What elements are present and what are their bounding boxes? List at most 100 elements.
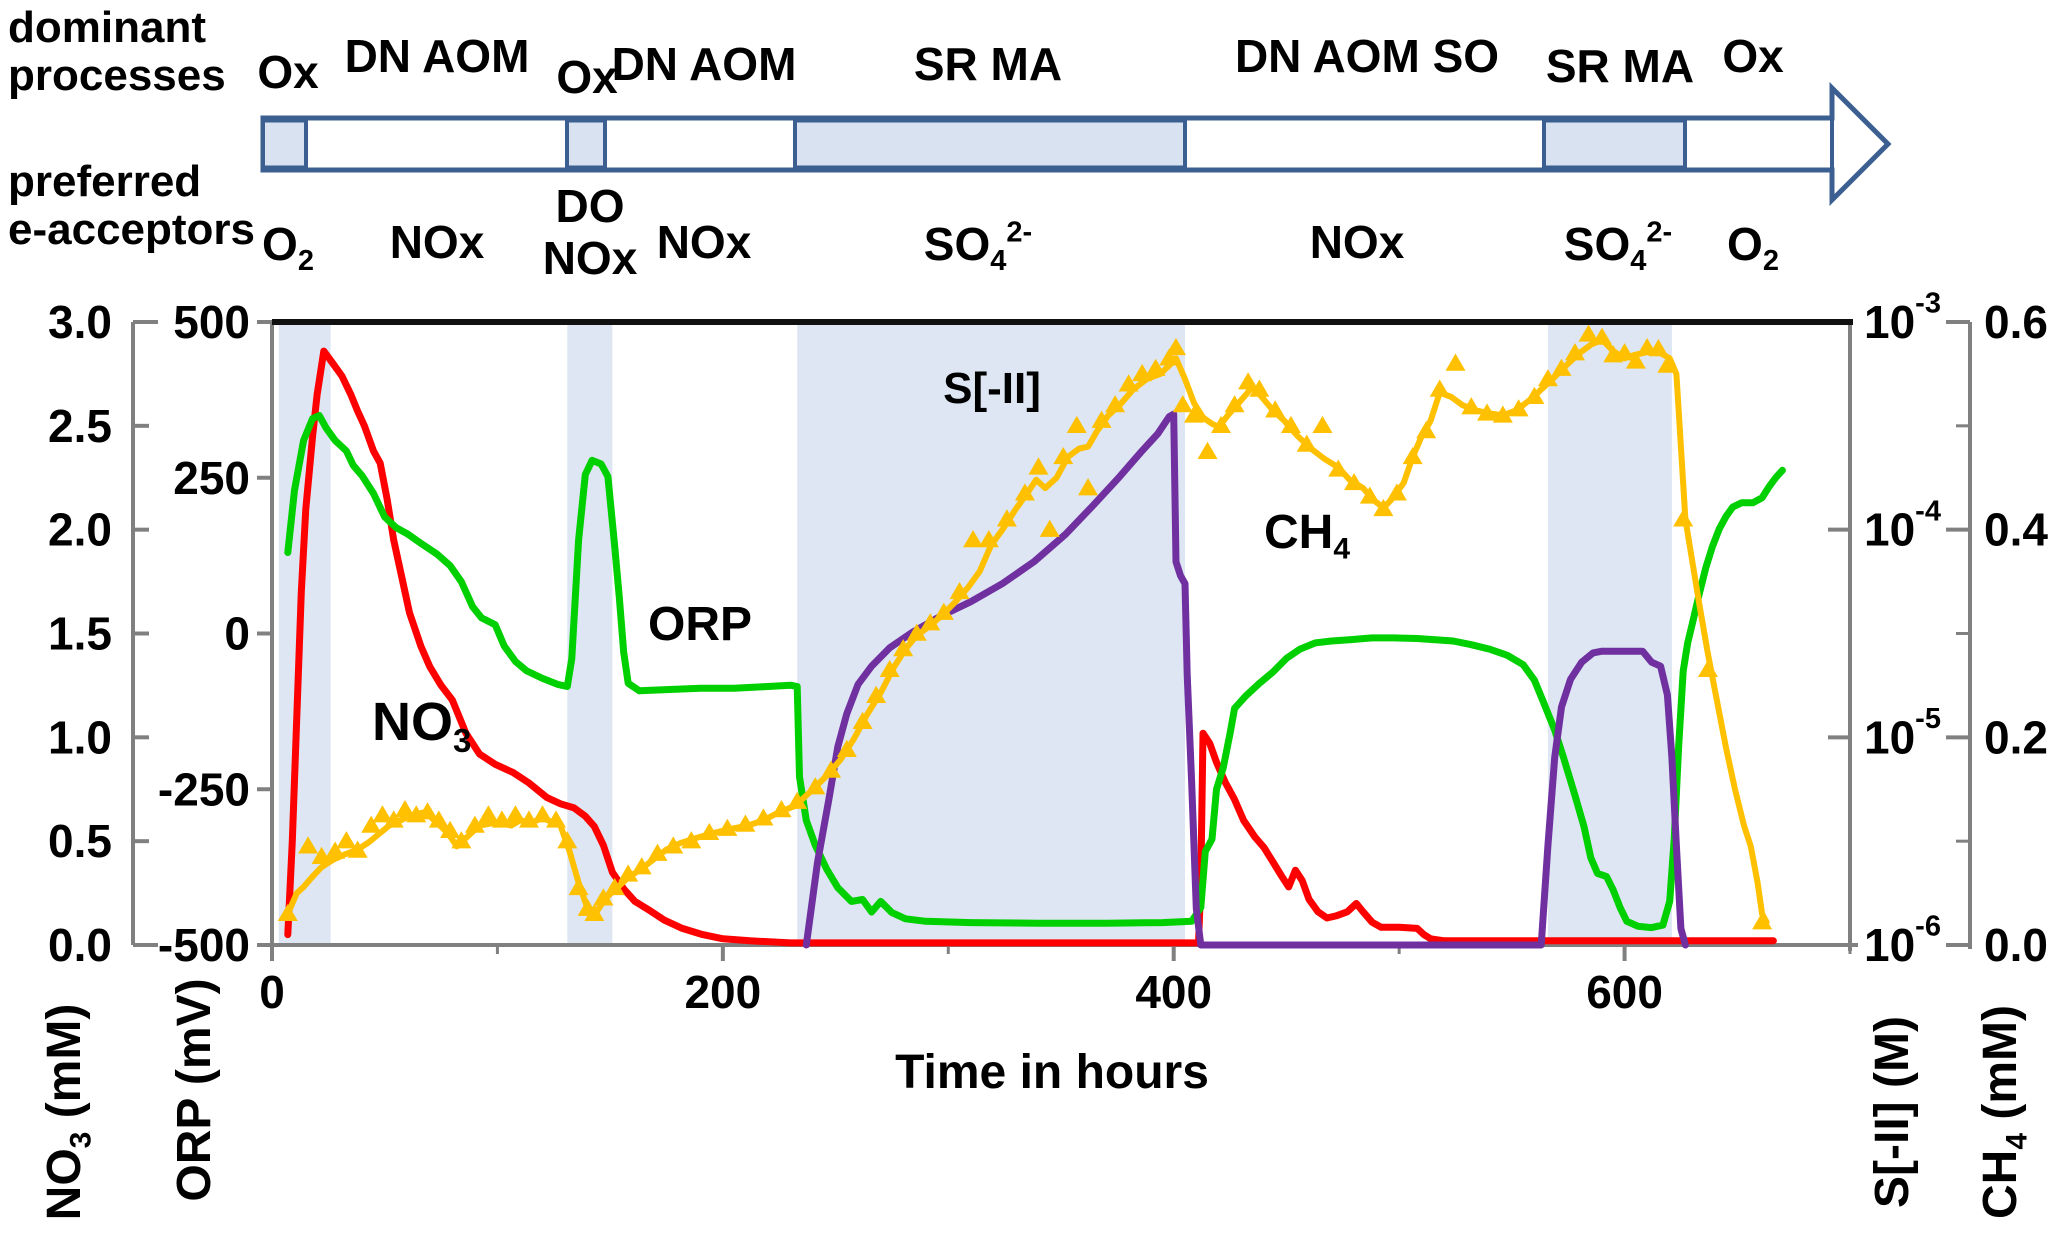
series-marker-CH4 bbox=[1172, 395, 1193, 413]
series-marker-CH4 bbox=[1648, 338, 1669, 357]
no3-tick-label-1.0: 1.0 bbox=[48, 711, 112, 763]
series-marker-CH4 bbox=[604, 877, 625, 896]
series-marker-CH4 bbox=[933, 602, 954, 620]
no3-tick-label-2.5: 2.5 bbox=[48, 400, 112, 452]
series-marker-CH4 bbox=[647, 843, 668, 861]
series-marker-CH4 bbox=[325, 841, 346, 859]
ch4-tick-label-0.0: 0.0 bbox=[1984, 919, 2048, 971]
series-marker-CH4 bbox=[417, 802, 438, 820]
header-subtitle-line2: e-acceptors bbox=[8, 205, 255, 254]
no3-tick-label-2.0: 2.0 bbox=[48, 504, 112, 556]
series-marker-CH4 bbox=[464, 815, 485, 833]
acceptor-label-8: O2 bbox=[1727, 218, 1779, 277]
series-marker-CH4 bbox=[771, 800, 792, 818]
header-subtitle-line1: preferred bbox=[8, 157, 201, 206]
series-marker-CH4 bbox=[866, 685, 887, 703]
series-marker-CH4 bbox=[836, 739, 857, 757]
series-line-S[-II] bbox=[802, 410, 1689, 949]
series-marker-CH4 bbox=[681, 831, 702, 849]
series-marker-CH4 bbox=[920, 613, 941, 631]
series-marker-CH4 bbox=[1416, 421, 1437, 439]
acceptor-label-2: DO bbox=[556, 180, 625, 232]
series-marker-CH4 bbox=[440, 820, 461, 838]
no3-tick-label-0.5: 0.5 bbox=[48, 815, 112, 867]
anoxic-oxic-band-2 bbox=[797, 322, 1185, 945]
orp-tick-label-500: 500 bbox=[173, 296, 250, 348]
series-marker-CH4 bbox=[699, 822, 720, 841]
process-label-6: SR MA bbox=[1546, 40, 1694, 92]
series-marker-CH4 bbox=[1614, 343, 1635, 361]
series-marker-CH4 bbox=[717, 818, 738, 836]
process-label-2: Ox bbox=[556, 51, 618, 103]
series-marker-CH4 bbox=[546, 810, 567, 828]
x-tick-label-600: 600 bbox=[1586, 966, 1663, 1018]
series-marker-CH4 bbox=[584, 903, 605, 922]
series-marker-CH4 bbox=[978, 530, 999, 548]
series-marker-CH4 bbox=[1014, 483, 1035, 501]
series-marker-CH4 bbox=[518, 810, 539, 828]
series-marker-CH4 bbox=[1445, 353, 1466, 371]
series-marker-CH4 bbox=[618, 864, 639, 882]
series-marker-CH4 bbox=[1132, 363, 1153, 382]
series-marker-CH4 bbox=[491, 810, 512, 828]
series-marker-CH4 bbox=[478, 805, 499, 823]
series-marker-CH4 bbox=[753, 808, 774, 826]
series-marker-CH4 bbox=[1625, 351, 1646, 369]
series-marker-CH4 bbox=[1359, 486, 1380, 504]
series-marker-CH4 bbox=[949, 581, 970, 600]
no3-tick-label-3.0: 3.0 bbox=[48, 296, 112, 348]
header-title-line2: processes bbox=[8, 51, 226, 100]
series-marker-CH4 bbox=[1537, 369, 1558, 387]
series-marker-CH4 bbox=[1145, 358, 1166, 376]
s-tick-label-10e-4: 10-4 bbox=[1864, 495, 1941, 555]
series-marker-CH4 bbox=[1249, 379, 1270, 397]
acceptor-label-3: NOx bbox=[543, 232, 638, 284]
series-marker-CH4 bbox=[906, 623, 927, 641]
header-title-line1: dominant bbox=[8, 3, 206, 52]
series-marker-CH4 bbox=[1312, 415, 1333, 434]
series-marker-CH4 bbox=[852, 711, 873, 729]
s-tick-label-10e-5: 10-5 bbox=[1864, 703, 1941, 763]
series-marker-CH4 bbox=[1238, 372, 1259, 390]
series-marker-CH4 bbox=[361, 815, 382, 833]
series-marker-CH4 bbox=[1402, 446, 1423, 465]
series-marker-CH4 bbox=[593, 888, 614, 906]
series-marker-CH4 bbox=[1091, 410, 1112, 428]
series-marker-CH4 bbox=[1265, 400, 1286, 418]
series-line-ORP bbox=[284, 412, 1786, 932]
series-marker-CH4 bbox=[821, 760, 842, 778]
x-axis-title: Time in hours bbox=[895, 1046, 1209, 1099]
series-marker-CH4 bbox=[1344, 472, 1365, 491]
series-marker-CH4 bbox=[1078, 478, 1099, 496]
series-marker-CH4 bbox=[1697, 659, 1718, 678]
series-marker-CH4 bbox=[451, 831, 472, 849]
series-marker-CH4 bbox=[1066, 415, 1087, 434]
series-marker-CH4 bbox=[1752, 912, 1773, 930]
series-marker-CH4 bbox=[963, 530, 984, 548]
series-marker-CH4 bbox=[1328, 459, 1349, 477]
series-marker-CH4 bbox=[532, 805, 553, 823]
no3-axis-title: NO3 (mM) bbox=[38, 1004, 98, 1221]
arrow-shaded-segment-3 bbox=[1542, 118, 1687, 170]
series-marker-CH4 bbox=[1280, 415, 1301, 434]
series-marker-CH4 bbox=[805, 777, 826, 795]
series-marker-CH4 bbox=[1386, 483, 1407, 501]
process-label-5: DN AOM SO bbox=[1235, 30, 1499, 82]
series-marker-CH4 bbox=[347, 840, 368, 858]
acceptor-label-5: SO42- bbox=[924, 217, 1032, 278]
series-marker-CH4 bbox=[631, 857, 652, 875]
series-marker-CH4 bbox=[663, 836, 684, 854]
ch4-tick-label-0.2: 0.2 bbox=[1984, 711, 2048, 763]
series-marker-CH4 bbox=[1564, 343, 1585, 361]
ch4-tick-label-0.4: 0.4 bbox=[1984, 504, 2048, 556]
series-marker-CH4 bbox=[336, 831, 357, 849]
series-marker-CH4 bbox=[1673, 509, 1694, 527]
series-marker-CH4 bbox=[1524, 386, 1545, 404]
no3-tick-label-1.5: 1.5 bbox=[48, 608, 112, 660]
series-marker-CH4 bbox=[1578, 324, 1599, 342]
series-marker-CH4 bbox=[1373, 498, 1394, 517]
series-marker-CH4 bbox=[1508, 399, 1529, 417]
series-marker-CH4 bbox=[557, 831, 578, 849]
curve-label-ORP: ORP bbox=[648, 598, 752, 651]
